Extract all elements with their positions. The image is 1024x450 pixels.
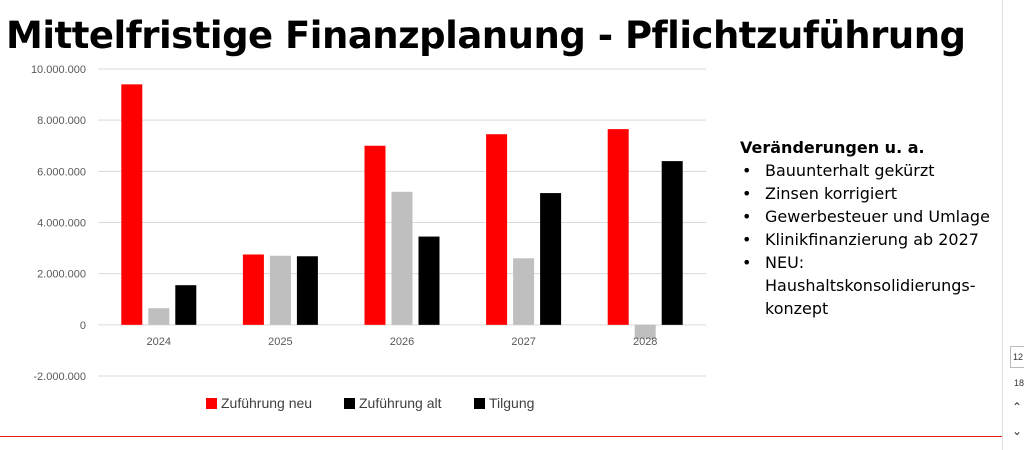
y-tick-label: 8.000.000	[37, 115, 86, 127]
bar-zuführung-neu-2025	[242, 254, 264, 325]
x-tick-label: 2024	[147, 336, 171, 348]
bar-chart: 10.000.000 8.000.000 6.000.000 4.000.000 2.0…	[31, 64, 706, 411]
bar-zuführung-alt-2024	[148, 308, 170, 325]
y-tick-label: 4.000.000	[37, 218, 86, 230]
bar-zuführung-alt-2027	[513, 258, 535, 325]
bar-zuführung-alt-2028	[634, 324, 656, 339]
legend-swatch	[344, 398, 355, 409]
y-tick-label: 6.000.000	[37, 166, 86, 178]
bars	[121, 84, 683, 339]
legend-label: Zuführung neu	[221, 395, 312, 411]
legend-swatch	[206, 398, 217, 409]
side-scroll-panel	[1002, 0, 1024, 450]
y-axis-tick-labels: 10.000.000 8.000.000 6.000.000 4.000.000 2.0…	[31, 64, 86, 383]
notes-list: Bauunterhalt gekürzt Zinsen korrigiert G…	[740, 159, 990, 320]
bar-zuführung-neu-2028	[607, 129, 629, 325]
bar-zuführung-neu-2024	[121, 84, 143, 325]
bar-zuführung-alt-2026	[391, 191, 413, 325]
legend-swatch	[474, 398, 485, 409]
zoom-value: 18	[1014, 378, 1024, 388]
y-tick-label: 0	[80, 320, 86, 332]
legend-label: Zuführung alt	[359, 395, 442, 411]
x-axis-tick-labels: 2024 2025 2026 2027 2028	[147, 336, 658, 348]
bar-zuführung-neu-2027	[486, 134, 508, 325]
x-tick-label: 2025	[268, 336, 292, 348]
bar-tilgung-2024	[175, 285, 197, 325]
notes-item: NEU: Haushaltskonsolidierungs-konzept	[740, 251, 990, 320]
x-tick-label: 2027	[511, 336, 535, 348]
notes-item: Klinikfinanzierung ab 2027	[740, 228, 990, 251]
legend: Zuführung neu Zuführung alt Tilgung	[206, 395, 534, 411]
x-tick-label: 2028	[633, 336, 657, 348]
y-tick-label: 10.000.000	[31, 64, 86, 76]
slide-title: Mittelfristige Finanzplanung - Pflichtzu…	[6, 14, 966, 57]
bar-tilgung-2026	[418, 236, 440, 325]
bar-zuführung-neu-2026	[364, 145, 386, 325]
notes-panel: Veränderungen u. a. Bauunterhalt gekürzt…	[740, 136, 990, 320]
chevron-up-icon[interactable]: ⌃	[1012, 400, 1023, 414]
zoom-input[interactable]: 12	[1010, 346, 1024, 368]
y-tick-label: 2.000.000	[37, 269, 86, 281]
notes-heading: Veränderungen u. a.	[740, 138, 925, 157]
footer-divider	[0, 436, 1002, 437]
notes-item: Bauunterhalt gekürzt	[740, 159, 990, 182]
x-tick-label: 2026	[390, 336, 414, 348]
bar-tilgung-2027	[540, 193, 562, 325]
bar-zuführung-alt-2025	[269, 255, 291, 325]
notes-item: Gewerbesteuer und Umlage	[740, 205, 990, 228]
bar-tilgung-2025	[296, 256, 318, 325]
y-tick-label: -2.000.000	[33, 371, 86, 383]
bar-tilgung-2028	[661, 161, 683, 325]
chevron-down-icon[interactable]: ⌄	[1012, 424, 1023, 438]
notes-item: Zinsen korrigiert	[740, 182, 990, 205]
legend-label: Tilgung	[489, 395, 534, 411]
